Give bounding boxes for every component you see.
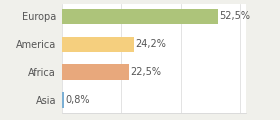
Text: 24,2%: 24,2% — [135, 39, 166, 49]
Text: 0,8%: 0,8% — [66, 95, 90, 105]
Bar — [62, 64, 129, 80]
Text: 22,5%: 22,5% — [130, 67, 161, 77]
Bar — [62, 36, 134, 52]
Bar — [62, 92, 64, 108]
Text: 52,5%: 52,5% — [220, 11, 251, 21]
Bar — [62, 9, 218, 24]
